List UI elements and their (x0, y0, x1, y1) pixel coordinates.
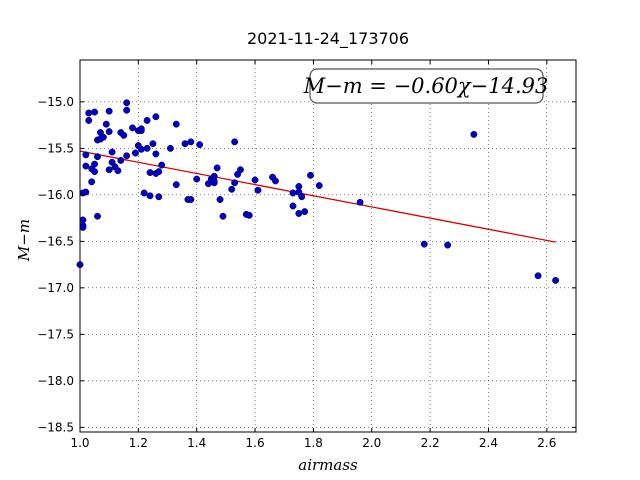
data-point (181, 140, 189, 148)
data-point (143, 117, 151, 124)
data-point (289, 189, 297, 197)
axis-ticks: 1.0 1.2 1.4 1.6 1.8 2.0 2.2 2.4 2.6 −15.0 −15.5 −16… (37, 60, 576, 450)
data-point (158, 161, 166, 169)
x-tick-label: 1.6 (246, 436, 265, 450)
y-tick-label: −16.5 (37, 234, 74, 248)
annotation-box (309, 68, 544, 104)
data-point (143, 144, 151, 152)
data-point (231, 179, 239, 187)
data-point (289, 202, 297, 210)
y-tick-label: −17.0 (37, 281, 74, 295)
data-point (251, 176, 259, 184)
data-point (187, 138, 195, 146)
x-tick-label: 2.6 (537, 436, 556, 450)
data-point (470, 130, 478, 138)
x-tick-label: 1.0 (70, 436, 89, 450)
data-point (91, 108, 99, 116)
data-point (82, 188, 90, 196)
data-point (172, 120, 180, 128)
data-point (91, 168, 99, 176)
data-point (187, 196, 195, 203)
y-tick-label: −17.5 (37, 327, 74, 341)
data-point (231, 138, 239, 146)
data-point (137, 125, 145, 133)
data-points (76, 99, 560, 284)
data-point (120, 131, 128, 139)
data-point (356, 198, 364, 206)
data-point (172, 181, 180, 189)
data-point (146, 169, 154, 176)
data-point (552, 276, 560, 284)
data-point (216, 196, 224, 203)
x-tick-label: 1.8 (304, 436, 323, 450)
y-tick-label: −18.0 (37, 374, 74, 388)
x-tick-label: 2.0 (362, 436, 381, 450)
x-tick-label: 1.4 (187, 436, 206, 450)
data-point (99, 133, 107, 141)
data-point (108, 148, 116, 156)
data-point (91, 160, 99, 168)
data-point (123, 99, 131, 107)
x-tick-label: 1.2 (129, 436, 148, 450)
data-point (146, 192, 154, 200)
x-axis-label: airmass (298, 456, 358, 474)
data-point (245, 211, 253, 219)
data-point (196, 141, 204, 149)
data-point (228, 185, 236, 193)
data-point (105, 107, 113, 115)
data-point (152, 150, 160, 158)
data-point (444, 241, 452, 249)
y-tick-label: −18.5 (37, 420, 74, 434)
y-tick-label: −16.0 (37, 188, 74, 202)
fit-equation-text: M−m = −0.60χ−14.93 (303, 74, 549, 98)
data-point (149, 140, 157, 148)
data-point (213, 164, 221, 172)
y-axis-label: M−m (15, 219, 33, 262)
data-point (88, 178, 96, 186)
data-point (123, 106, 131, 114)
data-point (152, 113, 160, 121)
x-tick-label: 2.4 (479, 436, 498, 450)
data-point (94, 153, 101, 161)
data-point (94, 212, 101, 220)
data-point (82, 162, 90, 170)
chart-title: 2021-11-24_173706 (247, 29, 409, 49)
data-point (114, 167, 122, 175)
data-point (534, 272, 542, 280)
data-point (301, 208, 309, 216)
data-point (140, 189, 148, 197)
data-point (137, 145, 145, 153)
data-point (210, 177, 218, 185)
data-point (105, 128, 113, 136)
data-point (155, 168, 163, 176)
data-point (85, 109, 93, 117)
data-point (166, 144, 174, 152)
y-tick-label: −15.5 (37, 141, 74, 155)
data-point (131, 149, 139, 157)
data-point (123, 152, 131, 160)
data-point (129, 124, 136, 132)
data-point (219, 212, 227, 220)
y-tick-label: −15.0 (37, 95, 74, 109)
data-point (79, 223, 87, 231)
data-point (155, 193, 163, 201)
data-point (307, 171, 314, 179)
data-point (105, 166, 113, 174)
data-point (295, 210, 303, 217)
data-point (102, 120, 110, 128)
data-point (272, 177, 279, 185)
fit-equation-annotation: M−m = −0.60χ−14.93 (303, 68, 549, 104)
data-point (420, 240, 428, 248)
data-point (298, 193, 306, 201)
data-point (117, 156, 125, 164)
data-point (82, 151, 90, 159)
x-tick-label: 2.2 (421, 436, 440, 450)
data-point (237, 166, 244, 174)
data-point (85, 117, 93, 124)
data-point (254, 186, 262, 194)
data-point (315, 182, 323, 190)
plot-frame (79, 59, 577, 433)
data-point (193, 175, 201, 183)
